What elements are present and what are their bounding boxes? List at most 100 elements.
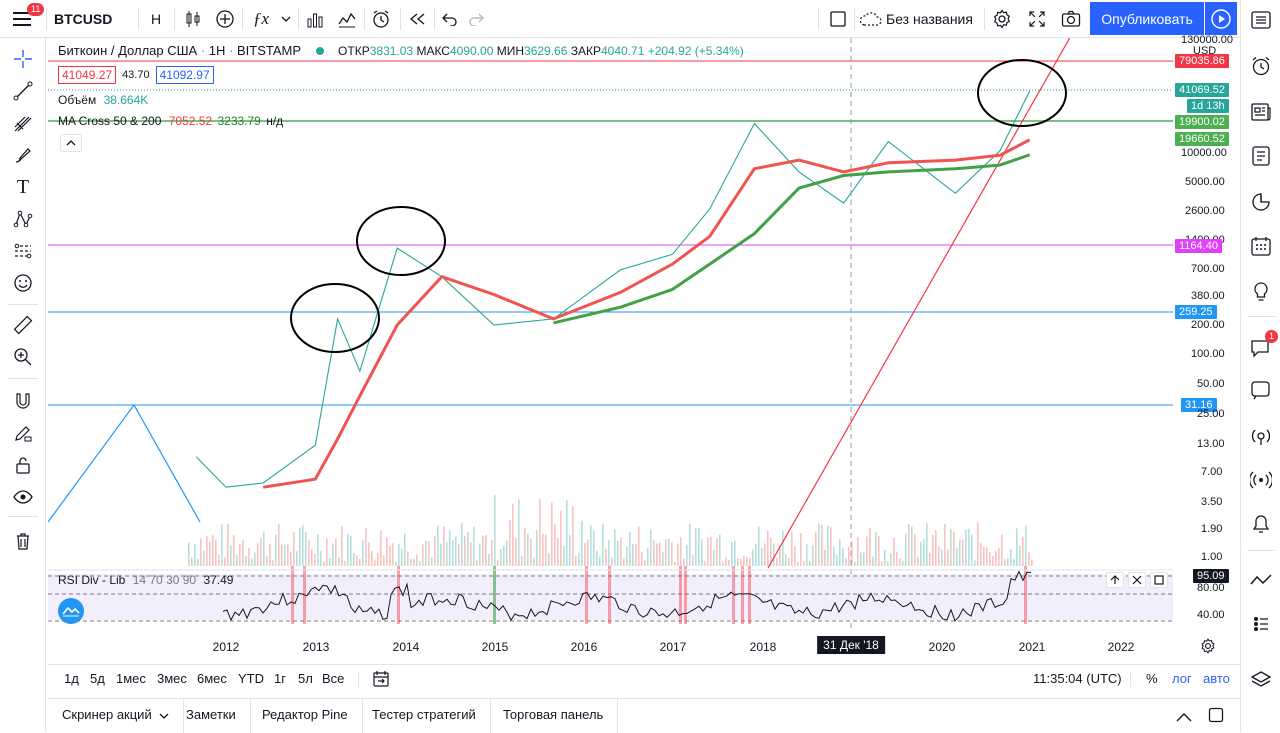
- object-tree-button[interactable]: [1249, 612, 1273, 636]
- tab-trading-panel[interactable]: Торговая панель: [489, 699, 619, 733]
- tab-strategy-tester[interactable]: Тестер стратегий: [358, 699, 491, 733]
- pane-move-up-button[interactable]: [1106, 572, 1124, 588]
- hide-tool[interactable]: [10, 484, 36, 510]
- alert-button[interactable]: [368, 6, 394, 32]
- range-3m[interactable]: 3мес: [157, 671, 187, 686]
- publish-button[interactable]: Опубликовать: [1090, 2, 1204, 35]
- fib-tool[interactable]: [10, 110, 36, 136]
- chart-pane[interactable]: Биткоин / Доллар США · 1Н · BITSTAMP ОТК…: [47, 33, 1173, 636]
- buy-button[interactable]: 41092.97: [155, 66, 214, 84]
- zoom-tool[interactable]: [10, 344, 36, 370]
- redo-button[interactable]: [464, 6, 488, 32]
- maximize-panel-button[interactable]: [1208, 707, 1224, 728]
- percent-scale-toggle[interactable]: %: [1146, 671, 1158, 686]
- prediction-tool[interactable]: [10, 238, 36, 264]
- menu-button[interactable]: 11: [6, 3, 45, 32]
- range-1y[interactable]: 1г: [274, 671, 286, 686]
- remove-tool[interactable]: [10, 528, 36, 554]
- tab-pine-editor[interactable]: Редактор Pine: [248, 699, 363, 733]
- trend-line-tool[interactable]: [10, 78, 36, 104]
- replay-button[interactable]: [404, 6, 430, 32]
- price-tag[interactable]: 79035.86: [1175, 54, 1229, 68]
- pane-close-button[interactable]: [1128, 572, 1146, 588]
- price-axis[interactable]: 130000.00 USD 79035.86 41069.52 1d 13h 1…: [1173, 34, 1239, 628]
- range-5y[interactable]: 5л: [298, 671, 313, 686]
- news-button[interactable]: [1249, 144, 1273, 168]
- price-tag[interactable]: 1164.40: [1175, 239, 1222, 253]
- layers-button[interactable]: [1249, 668, 1273, 692]
- stay-drawing-tool[interactable]: [10, 420, 36, 446]
- indicators-button[interactable]: ƒx: [248, 6, 274, 32]
- sell-button[interactable]: 41049.27: [58, 66, 117, 84]
- collapse-legend-button[interactable]: [60, 134, 82, 152]
- expand-panel-button[interactable]: [1176, 709, 1192, 727]
- tab-notes[interactable]: Заметки: [172, 699, 251, 733]
- signals-button[interactable]: [1249, 468, 1273, 492]
- chats-button[interactable]: 1: [1249, 330, 1279, 360]
- ruler-tool[interactable]: [10, 312, 36, 338]
- notifications-button[interactable]: [1249, 512, 1273, 536]
- chart-settings-button[interactable]: [1200, 638, 1216, 657]
- calendar-button[interactable]: [1249, 234, 1273, 258]
- interval-button[interactable]: Н: [150, 11, 162, 27]
- range-1d[interactable]: 1д: [64, 671, 79, 686]
- chart-type-button[interactable]: [180, 6, 206, 32]
- lock-tool[interactable]: [10, 452, 36, 478]
- icon-tool[interactable]: [10, 270, 36, 296]
- alerts-button[interactable]: [1249, 54, 1273, 78]
- pattern-tool[interactable]: [10, 206, 36, 232]
- range-1m[interactable]: 1мес: [116, 671, 146, 686]
- layout-name-button[interactable]: Без названия: [858, 6, 978, 32]
- financials-button[interactable]: [302, 6, 328, 32]
- ideas-button[interactable]: [1249, 280, 1273, 304]
- publish-video-button[interactable]: [1205, 2, 1237, 35]
- templates-button[interactable]: [334, 6, 360, 32]
- tab-screener[interactable]: Скринер акций: [48, 699, 185, 733]
- auto-scale-toggle[interactable]: авто: [1203, 671, 1230, 686]
- magnet-tool[interactable]: [10, 388, 36, 414]
- symbol-description[interactable]: Биткоин / Доллар США: [58, 43, 198, 58]
- undo-button[interactable]: [438, 6, 462, 32]
- settings-button[interactable]: [989, 6, 1015, 32]
- range-5d[interactable]: 5д: [90, 671, 105, 686]
- rsi-legend[interactable]: RSI Div - Lib 14 70 30 90 37.49: [58, 573, 233, 587]
- compare-button[interactable]: [212, 6, 238, 32]
- price-tag[interactable]: 31.16: [1181, 398, 1217, 412]
- zigzag-drawing[interactable]: [47, 403, 201, 523]
- tradingview-logo[interactable]: [58, 598, 84, 624]
- ma-legend[interactable]: MA Cross 50 & 200 7052.52 3233.79 н/д: [58, 114, 283, 128]
- range-all[interactable]: Все: [322, 671, 345, 686]
- ellipse-annotation-2021[interactable]: [977, 59, 1067, 127]
- ma-fast-line[interactable]: [262, 138, 1031, 489]
- ma-slow-line[interactable]: [553, 153, 1031, 325]
- trading-button[interactable]: [1249, 568, 1273, 592]
- fullscreen-button[interactable]: [1024, 6, 1050, 32]
- ellipse-annotation-2013-04[interactable]: [290, 283, 380, 353]
- goto-date-button[interactable]: [372, 670, 390, 693]
- brush-tool[interactable]: [10, 142, 36, 168]
- text-tool[interactable]: T: [10, 174, 36, 200]
- log-scale-toggle[interactable]: лог: [1172, 671, 1192, 686]
- indicators-dropdown[interactable]: [276, 6, 296, 32]
- crosshair-tool[interactable]: [10, 46, 36, 72]
- fullscreen-select-button[interactable]: [826, 6, 850, 32]
- hotlist-button[interactable]: [1249, 190, 1273, 214]
- ellipse-annotation-2013-12[interactable]: [356, 206, 446, 276]
- trend-line-drawing[interactable]: [767, 33, 1073, 569]
- price-tag[interactable]: 19900.02: [1175, 115, 1229, 129]
- pane-maximize-button[interactable]: [1150, 572, 1168, 588]
- price-tag[interactable]: 19660.52: [1175, 132, 1229, 146]
- time-axis[interactable]: 2012 2013 2014 2015 2016 2017 2018 31 Де…: [48, 636, 1215, 658]
- range-6m[interactable]: 6мес: [197, 671, 227, 686]
- private-chats-button[interactable]: [1249, 378, 1273, 402]
- data-window-button[interactable]: [1249, 100, 1273, 124]
- price-chart[interactable]: [47, 33, 1173, 636]
- range-ytd[interactable]: YTD: [238, 671, 264, 686]
- streams-button[interactable]: [1249, 424, 1273, 448]
- price-tag[interactable]: 259.25: [1175, 305, 1217, 319]
- volume-legend[interactable]: Объём 38.664K: [58, 93, 148, 107]
- symbol-search[interactable]: BTCUSD: [54, 11, 113, 27]
- clock-timezone[interactable]: 11:35:04 (UTC): [1033, 671, 1122, 686]
- watchlist-button[interactable]: [1249, 8, 1273, 32]
- snapshot-button[interactable]: [1058, 6, 1084, 32]
